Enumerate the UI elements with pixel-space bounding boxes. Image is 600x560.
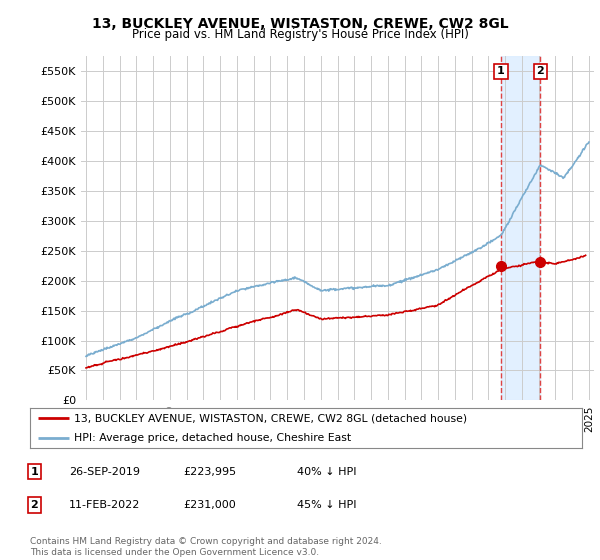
Text: Price paid vs. HM Land Registry's House Price Index (HPI): Price paid vs. HM Land Registry's House … [131, 28, 469, 41]
Text: £223,995: £223,995 [183, 466, 236, 477]
Text: 13, BUCKLEY AVENUE, WISTASTON, CREWE, CW2 8GL: 13, BUCKLEY AVENUE, WISTASTON, CREWE, CW… [92, 17, 508, 31]
Text: £231,000: £231,000 [183, 500, 236, 510]
Text: 26-SEP-2019: 26-SEP-2019 [69, 466, 140, 477]
Bar [501, 56, 541, 400]
Text: 2: 2 [31, 500, 38, 510]
Text: HPI: Average price, detached house, Cheshire East: HPI: Average price, detached house, Ches… [74, 433, 351, 444]
Text: 45% ↓ HPI: 45% ↓ HPI [297, 500, 356, 510]
Text: 1: 1 [31, 466, 38, 477]
Text: 11-FEB-2022: 11-FEB-2022 [69, 500, 140, 510]
Text: 13, BUCKLEY AVENUE, WISTASTON, CREWE, CW2 8GL (detached house): 13, BUCKLEY AVENUE, WISTASTON, CREWE, CW… [74, 413, 467, 423]
Text: 40% ↓ HPI: 40% ↓ HPI [297, 466, 356, 477]
Text: 1: 1 [497, 66, 505, 76]
Text: 2: 2 [536, 66, 544, 76]
Text: Contains HM Land Registry data © Crown copyright and database right 2024.
This d: Contains HM Land Registry data © Crown c… [30, 537, 382, 557]
